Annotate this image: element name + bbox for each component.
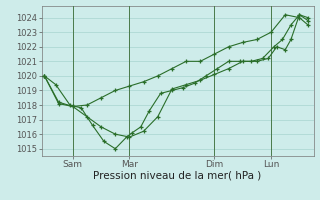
X-axis label: Pression niveau de la mer( hPa ): Pression niveau de la mer( hPa ): [93, 171, 262, 181]
